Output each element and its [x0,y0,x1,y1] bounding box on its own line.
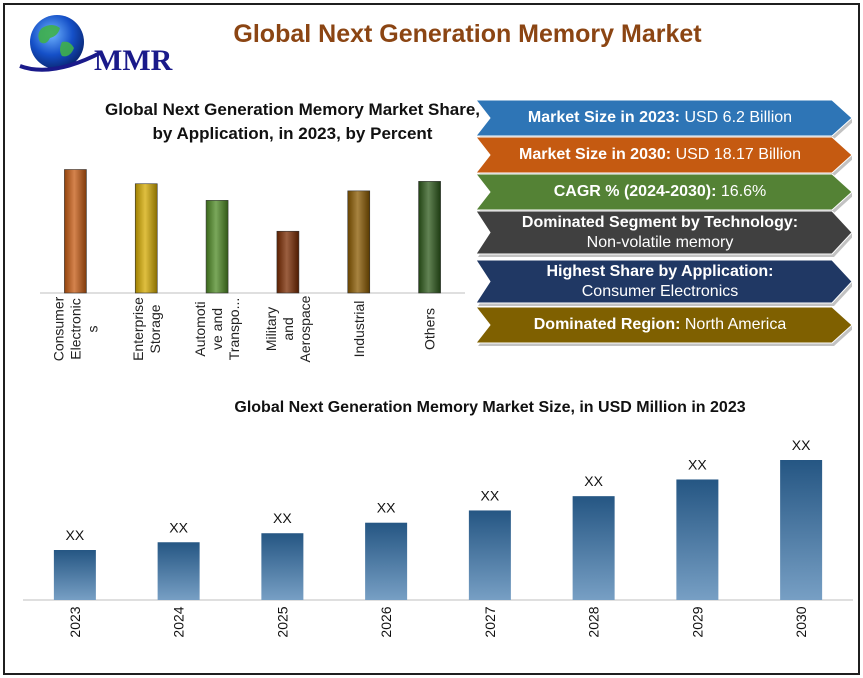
size-tick-label: 2029 [689,606,705,637]
share-bar [418,181,441,294]
info-banner-value: North America [684,316,787,333]
info-banner: Market Size in 2030: USD 18.17 Billion [476,137,852,176]
info-banner-label: Dominated Segment by Technology: [521,213,799,231]
page-title: Global Next Generation Memory Market [233,20,702,48]
mmr-logo: MMR [19,15,173,77]
size-tick-label: 2027 [482,606,498,637]
size-data-label: XX [273,510,292,526]
size-tick-label: 2026 [378,606,394,637]
share-tick-label-line: Others [422,308,438,350]
size-bar [53,550,96,600]
share-tick-label-line: Military [263,307,279,351]
share-tick-label-line: and [280,317,296,340]
size-tick-label: 2025 [274,606,290,637]
size-data-label: XX [792,437,811,453]
share-tick-label-line: s [84,326,100,333]
info-banner: Highest Share by Application: Consumer El… [476,260,852,306]
size-data-label: XX [66,527,85,543]
size-tick-label: 2023 [67,606,83,637]
share-tick-label-line: Storage [147,304,163,353]
share-tick-label-line: Industrial [351,301,367,358]
info-banner-value: USD 6.2 Billion [684,109,793,126]
share-tick-label-line: Automoti [192,301,208,356]
size-bar [572,496,615,600]
logo-text: MMR [94,44,173,77]
size-tick-label: 2028 [586,606,602,637]
share-tick-label-line: Electronic [67,298,83,359]
info-banner-label: Market Size in 2023: [527,109,680,126]
size-bar [780,460,823,600]
size-tick-label: 2024 [171,606,187,637]
size-chart-title: Global Next Generation Memory Market Siz… [234,399,746,416]
size-bar [468,510,511,600]
size-data-label: XX [481,487,500,503]
info-banner: Dominated Segment by Technology: Non-vola… [476,211,852,257]
share-bar [276,230,300,294]
info-banner-label: Market Size in 2030: [519,146,672,163]
info-banner-label: CAGR % (2024-2030): [553,183,717,200]
share-tick-label-line: Aerospace [297,295,313,362]
info-banner-value: 16.6% [720,183,767,200]
share-tick-label-line: Consumer [50,296,66,361]
info-banner-value: Consumer Electronics [581,282,739,300]
info-banner-label: Dominated Region: [533,316,681,333]
info-banner: CAGR % (2024-2030): 16.6% [476,174,852,213]
size-data-label: XX [169,519,188,535]
info-banner-value: USD 18.17 Billion [675,146,801,163]
share-bar [347,190,371,294]
size-bar [261,533,304,600]
info-banner-value: Non-volatile memory [586,233,734,251]
size-bar [676,479,719,600]
size-tick-label: 2030 [793,606,809,637]
share-tick-label-line: Enterprise [130,297,146,361]
info-banner: Market Size in 2023: USD 6.2 Billion [476,100,852,139]
size-bar [365,522,408,600]
size-bar [157,542,200,600]
size-data-label: XX [377,500,396,516]
size-data-label: XX [688,456,707,472]
share-tick-label-line: Transpo... [226,298,242,361]
info-banner-label: Highest Share by Application: [546,262,774,280]
share-bar [64,169,87,294]
info-banner: Dominated Region: North America [476,307,852,346]
share-chart-title: Global Next Generation Memory Market Sha… [104,100,481,143]
share-bar [134,183,158,294]
share-tick-label-line: ve and [209,308,225,350]
share-bar [205,200,229,294]
size-data-label: XX [584,473,603,489]
